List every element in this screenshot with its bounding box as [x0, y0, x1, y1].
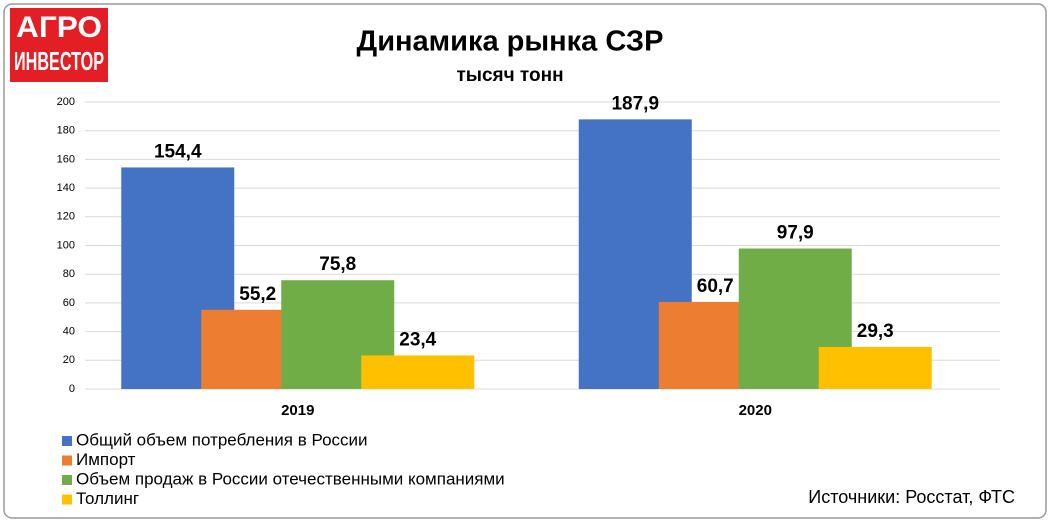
- legend-label: Толлинг: [76, 489, 139, 508]
- bar: [818, 346, 932, 389]
- chart-subtitle: тысяч тонн: [456, 65, 563, 86]
- logo-box: [10, 8, 108, 82]
- data-label: 187,9: [611, 93, 659, 114]
- data-label: 97,9: [777, 223, 814, 244]
- legend-label: Общий объем потребления в России: [76, 430, 368, 449]
- data-label: 55,2: [239, 284, 276, 305]
- logo-text: ИНВЕСТОР: [14, 46, 104, 76]
- x-tick-label: 2019: [281, 402, 314, 419]
- legend-swatch: [62, 494, 72, 505]
- y-tick-label: 160: [57, 153, 75, 165]
- y-tick-label: 20: [63, 354, 75, 366]
- data-label: 75,8: [319, 254, 356, 275]
- y-tick-label: 100: [57, 239, 75, 251]
- data-label: 23,4: [399, 329, 436, 350]
- y-tick-label: 200: [57, 96, 75, 108]
- data-label: 60,7: [697, 276, 734, 297]
- legend-swatch: [62, 436, 72, 446]
- legend-swatch: [62, 455, 72, 466]
- x-tick-label: 2020: [739, 402, 772, 419]
- bar: [361, 355, 475, 389]
- source-note: Источники: Росстат, ФТС: [808, 487, 1015, 507]
- data-label: 154,4: [154, 141, 202, 162]
- data-label: 29,3: [857, 321, 894, 342]
- y-tick-label: 0: [69, 383, 75, 395]
- legend-label: Импорт: [76, 450, 136, 469]
- legend-swatch: [62, 475, 72, 485]
- y-tick-label: 80: [63, 268, 75, 280]
- y-tick-label: 140: [57, 182, 75, 194]
- y-tick-label: 120: [57, 211, 75, 223]
- y-tick-label: 60: [63, 297, 75, 309]
- logo-text: АГРО: [16, 11, 102, 44]
- chart-title: Динамика рынка СЗР: [357, 26, 664, 58]
- y-tick-label: 40: [63, 326, 75, 338]
- legend-label: Объем продаж в России отечественными ком…: [76, 469, 505, 488]
- y-tick-label: 180: [57, 125, 75, 137]
